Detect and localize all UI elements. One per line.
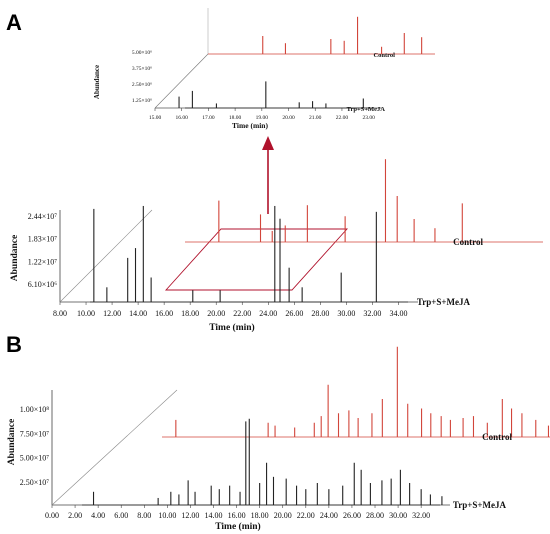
panel-b-depth-axis <box>51 389 178 506</box>
zoom-arrow <box>262 136 274 214</box>
inset-y-label: Abundance <box>93 65 101 99</box>
panel_b-xtick-label: 10.00 <box>158 511 176 520</box>
panel_b-xtick-label: 16.00 <box>228 511 246 520</box>
panel_b-xtick-label: 12.00 <box>181 511 199 520</box>
panel_b-ytick-label: 5.00×10⁷ <box>20 454 50 463</box>
panel-a-x-label: Time (min) <box>209 322 254 333</box>
main_a-xtick-label: 30.00 <box>337 309 355 318</box>
main_a-ytick-label: 6.10×10⁶ <box>28 280 58 289</box>
main_a-xtick-label: 8.00 <box>53 309 67 318</box>
panel_b-xtick-label: 28.00 <box>366 511 384 520</box>
panel_b-xtick-label: 26.00 <box>343 511 361 520</box>
panel-b-y-label: Abundance <box>7 419 17 465</box>
panel_b-xtick-label: 24.00 <box>320 511 338 520</box>
panel_b-xtick-label: 22.00 <box>297 511 315 520</box>
main_a-xtick-label: 28.00 <box>311 309 329 318</box>
main_a-xtick-label: 14.00 <box>129 309 147 318</box>
inset-xtick-label: 21.00 <box>309 115 322 121</box>
inset-ytick-label: 3.75×10⁶ <box>132 66 152 72</box>
inset-ytick-label: 1.25×10⁶ <box>132 98 152 104</box>
inset-xtick-label: 23.00 <box>362 115 375 121</box>
main_a-ytick-label: 2.44×10⁷ <box>28 212 58 221</box>
inset-xtick-label: 19.00 <box>256 115 269 121</box>
main_a-xtick-label: 22.00 <box>233 309 251 318</box>
panel_b-ytick-label: 2.50×10⁷ <box>20 478 50 487</box>
panel-b-label: B <box>6 332 22 357</box>
panel-a-label: A <box>6 10 22 35</box>
panel-b-x-label: Time (min) <box>215 521 260 532</box>
panel_b-xtick-label: 6.00 <box>114 511 128 520</box>
panel-a-depth-axis <box>59 209 153 303</box>
inset-series-label-control: Control <box>373 52 395 59</box>
main_a-xtick-label: 32.00 <box>363 309 381 318</box>
main_a-xtick-label: 34.00 <box>389 309 407 318</box>
inset-xtick-label: 18.00 <box>229 115 242 121</box>
inset-series-label-treatment: Trp+S+MeJA <box>347 106 386 113</box>
zoom-region <box>164 228 349 291</box>
main_a-xtick-label: 20.00 <box>207 309 225 318</box>
main_a-xtick-label: 10.00 <box>77 309 95 318</box>
panel_b-xtick-label: 14.00 <box>205 511 223 520</box>
panel_b-xtick-label: 0.00 <box>45 511 59 520</box>
main_a-ytick-label: 1.22×10⁷ <box>28 257 58 266</box>
panel_b-xtick-label: 4.00 <box>91 511 105 520</box>
panel_b-xtick-label: 32.00 <box>412 511 430 520</box>
inset-xtick-label: 22.00 <box>336 115 349 121</box>
inset-xtick-label: 20.00 <box>282 115 295 121</box>
panel_b-xtick-label: 8.00 <box>137 511 151 520</box>
inset-ytick-label: 2.50×10⁶ <box>132 82 152 88</box>
main_a-xtick-label: 18.00 <box>181 309 199 318</box>
panel_b-ytick-label: 1.00×10⁸ <box>20 405 50 414</box>
panel_b-xtick-label: 18.00 <box>251 511 269 520</box>
panel-a-chart: 6.10×10⁶ 1.22×10⁷ 1.83×10⁷ 2.44×10⁷ 8.00 10.… <box>10 159 543 333</box>
inset-x-label: Time (min) <box>232 121 268 130</box>
inset-xtick-label: 17.00 <box>202 115 215 121</box>
inset-xtick-label: 16.00 <box>176 115 189 121</box>
panel-a-y-label: Abundance <box>10 235 20 281</box>
panel_b-series-label-treatment: Trp+S+MeJA <box>453 500 507 510</box>
panel_b-xtick-label: 20.00 <box>274 511 292 520</box>
inset-xtick-label: 15.00 <box>149 115 162 121</box>
main_a-ytick-label: 1.83×10⁷ <box>28 235 58 244</box>
main_a-xtick-label: 12.00 <box>103 309 121 318</box>
inset-chart: 1.25×10⁶ 2.50×10⁶ 3.75×10⁶ 5.00×10⁶ 15.00 16… <box>93 8 435 130</box>
main_a-xtick-label: 24.00 <box>259 309 277 318</box>
panel-b-chart: 2.50×10⁷ 5.00×10⁷ 7.50×10⁷ 1.00×10⁸ 0.00 2.0… <box>7 346 550 532</box>
panel_b-xtick-label: 2.00 <box>68 511 82 520</box>
panel_b-series-label-control: Control <box>482 432 512 442</box>
main_a-series-label-treatment: Trp+S+MeJA <box>417 297 471 307</box>
main_a-xtick-label: 16.00 <box>155 309 173 318</box>
inset-depth-axis <box>154 53 209 109</box>
main_a-xtick-label: 26.00 <box>285 309 303 318</box>
panel_b-ytick-label: 7.50×10⁷ <box>20 429 50 438</box>
panel_b-xtick-label: 30.00 <box>389 511 407 520</box>
main_a-series-label-control: Control <box>453 237 483 247</box>
inset-ytick-label: 5.00×10⁶ <box>132 50 152 56</box>
arrow-head <box>262 136 274 150</box>
